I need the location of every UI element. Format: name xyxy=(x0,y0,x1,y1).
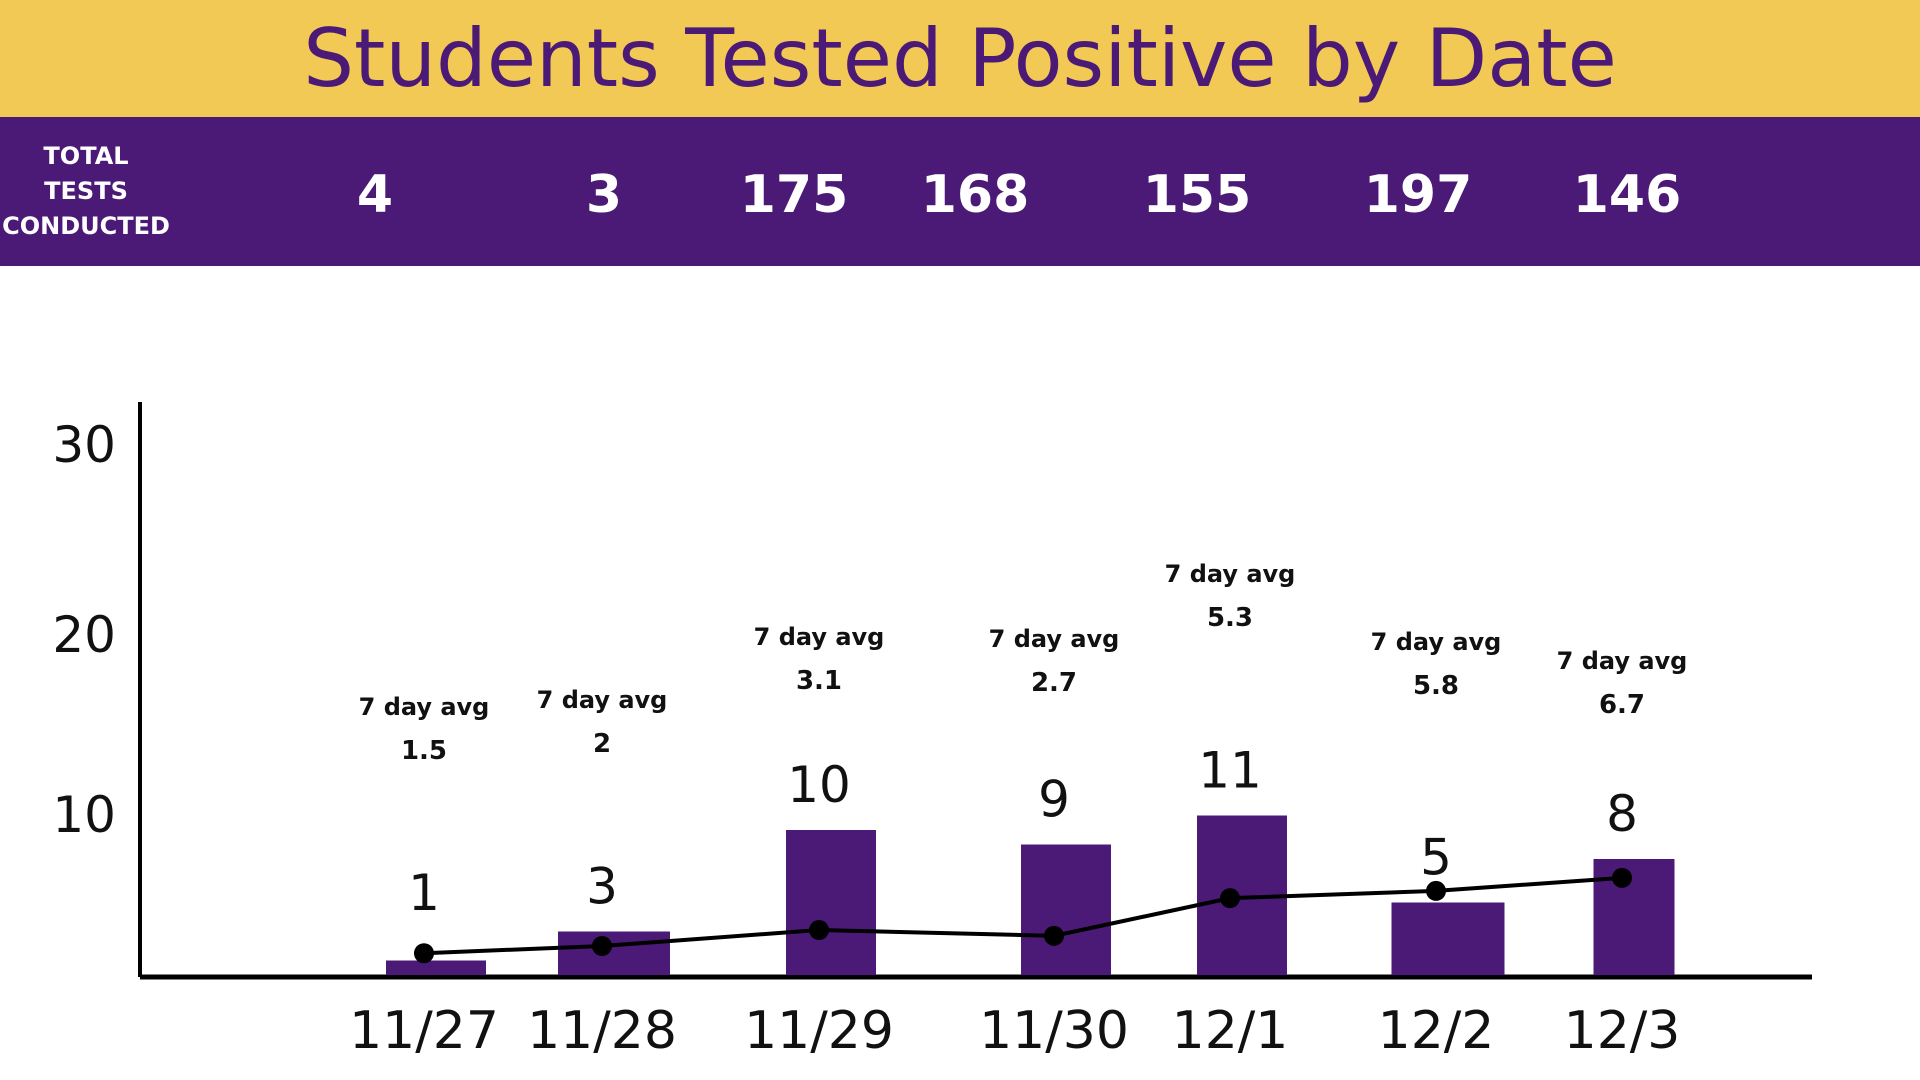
avg-value-12-3: 6.7 xyxy=(1599,690,1645,720)
bar-11-30 xyxy=(1021,844,1111,975)
value-labels: 1 7 day avg 1.5 3 7 day avg 2 10 7 day avg 3.1 9 7… xyxy=(359,560,1688,922)
test-count-12-1: 155 xyxy=(1142,165,1252,225)
avg-caption-11-29: 7 day avg xyxy=(754,623,885,651)
avg-caption-12-3: 7 day avg xyxy=(1557,647,1688,675)
x-label-12-1: 12/1 xyxy=(1172,1001,1289,1061)
avg-point-12-2 xyxy=(1426,880,1446,901)
tests-label-line-1: TOTAL xyxy=(43,142,129,170)
value-label-11-28: 3 xyxy=(586,858,618,916)
bar-11-29 xyxy=(786,830,876,975)
avg-value-12-1: 5.3 xyxy=(1207,603,1253,633)
value-label-11-30: 9 xyxy=(1038,771,1070,829)
avg-caption-12-2: 7 day avg xyxy=(1371,628,1502,656)
x-label-11-29: 11/29 xyxy=(744,1001,894,1061)
x-label-11-27: 11/27 xyxy=(349,1001,499,1061)
test-count-11-30: 168 xyxy=(920,165,1030,225)
avg-point-11-27 xyxy=(414,943,434,964)
avg-value-11-29: 3.1 xyxy=(796,666,842,696)
test-count-12-3: 146 xyxy=(1572,165,1682,225)
value-label-11-29: 10 xyxy=(787,756,851,814)
avg-point-11-28 xyxy=(592,936,612,956)
bar-11-28 xyxy=(558,931,670,975)
tests-conducted-band: TOTAL TESTS CONDUCTED 4 3 175 168 155 19… xyxy=(0,117,1920,266)
bar-12-2 xyxy=(1391,902,1505,975)
avg-value-12-2: 5.8 xyxy=(1413,671,1459,701)
value-label-12-2: 5 xyxy=(1420,829,1452,887)
x-label-12-3: 12/3 xyxy=(1564,1001,1681,1061)
x-label-11-28: 11/28 xyxy=(527,1001,677,1061)
tests-conducted-label: TOTAL TESTS CONDUCTED xyxy=(0,139,172,244)
x-tick-labels: 11/27 11/28 11/29 11/30 12/1 12/2 12/3 xyxy=(349,1001,1680,1061)
value-label-11-27: 1 xyxy=(408,864,440,922)
y-tick-10: 10 xyxy=(52,786,116,844)
test-count-12-2: 197 xyxy=(1363,165,1473,225)
title-band: Students Tested Positive by Date xyxy=(0,0,1920,117)
x-label-12-2: 12/2 xyxy=(1378,1001,1495,1061)
tests-label-line-3: CONDUCTED xyxy=(2,212,170,240)
test-count-11-27: 4 xyxy=(356,165,394,225)
avg-point-11-30 xyxy=(1044,925,1064,946)
test-count-11-28: 3 xyxy=(585,165,623,225)
avg-caption-11-27: 7 day avg xyxy=(359,693,490,721)
avg-caption-12-1: 7 day avg xyxy=(1165,560,1296,588)
avg-caption-11-28: 7 day avg xyxy=(537,686,668,714)
tests-label-line-2: TESTS xyxy=(44,177,128,205)
value-label-12-3: 8 xyxy=(1606,785,1638,843)
y-tick-30: 30 xyxy=(52,416,116,474)
chart-title: Students Tested Positive by Date xyxy=(303,12,1617,105)
avg-point-11-29 xyxy=(809,920,829,941)
value-label-12-1: 11 xyxy=(1198,742,1262,800)
avg-value-11-28: 2 xyxy=(593,729,611,759)
bar-12-3 xyxy=(1593,859,1675,975)
positive-cases-chart: 10 20 30 1 7 day avg 1.5 3 7 day avg 2 10 7 day a… xyxy=(52,402,1812,1061)
avg-value-11-30: 2.7 xyxy=(1031,668,1077,698)
avg-point-12-1 xyxy=(1220,888,1240,909)
bar-11-27 xyxy=(386,960,486,975)
y-tick-labels: 10 20 30 xyxy=(52,416,116,844)
x-label-11-30: 11/30 xyxy=(979,1001,1129,1061)
avg-caption-11-30: 7 day avg xyxy=(989,625,1120,653)
avg-value-11-27: 1.5 xyxy=(401,736,447,766)
avg-point-12-3 xyxy=(1612,867,1632,888)
test-count-11-29: 175 xyxy=(739,165,849,225)
seven-day-avg-line xyxy=(414,867,1632,964)
y-tick-20: 20 xyxy=(52,606,116,664)
bars xyxy=(386,815,1675,975)
